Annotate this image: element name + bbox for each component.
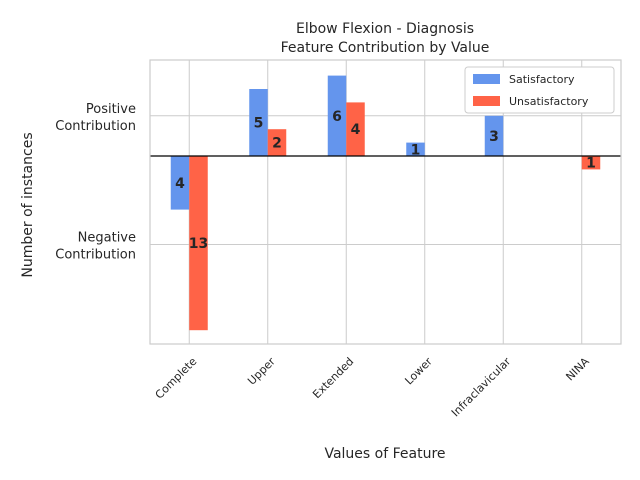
legend-box <box>464 66 615 114</box>
y-axis-label: Number of instances <box>20 132 36 277</box>
y-tick-label: Negative Contribution <box>55 230 136 262</box>
bar-value-label: 2 <box>272 136 282 152</box>
bar-value-label: 3 <box>489 129 499 145</box>
legend-swatch <box>473 96 500 106</box>
bar-value-label: 4 <box>351 122 361 138</box>
y-tick-label: Positive Contribution <box>55 102 136 134</box>
x-tick-label: Lower <box>402 355 435 388</box>
bars <box>170 75 601 331</box>
bar-unsatisfactory-complete <box>189 156 208 331</box>
legend-label: Satisfactory <box>509 73 575 86</box>
x-tick-label: NINA <box>563 355 592 384</box>
y-tick-labels: Positive Contribution Negative Contribution <box>55 102 136 263</box>
bar-value-label: 5 <box>254 116 264 132</box>
bar-unsatisfactory-upper <box>267 129 287 156</box>
x-tick-label: Upper <box>245 355 278 388</box>
bar-value-label: 6 <box>332 109 342 125</box>
legend-label: Unsatisfactory <box>509 95 589 108</box>
x-tick-label: Extended <box>310 355 356 401</box>
bar-unsatisfactory-extended <box>346 102 365 156</box>
bar-value-label: 4 <box>175 176 185 192</box>
legend: Satisfactory Unsatisfactory <box>464 66 615 114</box>
x-tick-label: Complete <box>153 355 200 402</box>
legend-swatch <box>473 74 500 84</box>
bar-satisfactory-upper <box>249 89 268 156</box>
bar-value-label: 1 <box>586 156 596 172</box>
plot-frame <box>149 59 622 345</box>
bar-value-label: 13 <box>189 236 208 252</box>
bar-satisfactory-complete <box>170 156 190 210</box>
x-axis-label: Values of Feature <box>324 446 445 462</box>
bar-satisfactory-extended <box>327 75 347 156</box>
x-tick-labels: Complete Upper Extended Lower Infraclavicula… <box>153 355 593 420</box>
bar-satisfactory-infraclavicular <box>484 115 504 156</box>
x-tick-label: Infraclavicular <box>449 355 514 420</box>
chart-title: Elbow Flexion - Diagnosis <box>296 21 474 37</box>
bar-satisfactory-lower <box>406 142 425 156</box>
chart-subtitle: Feature Contribution by Value <box>281 40 490 56</box>
bar-value-label: 1 <box>411 142 421 158</box>
bar-unsatisfactory-nina <box>581 156 601 170</box>
